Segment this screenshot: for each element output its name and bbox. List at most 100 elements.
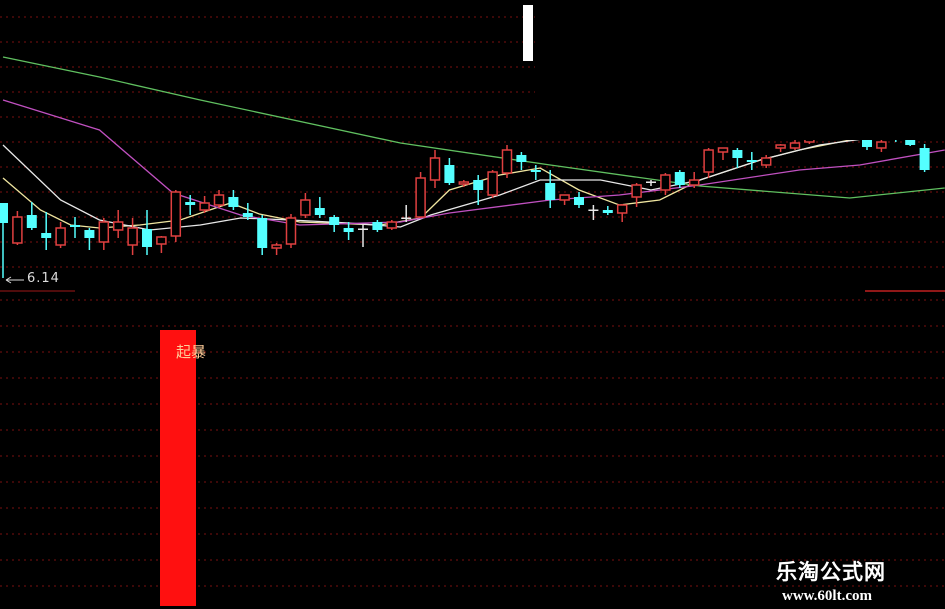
moving-average-line	[2, 56, 945, 199]
candle	[530, 165, 541, 180]
candle	[631, 183, 642, 207]
candle-body	[487, 171, 498, 196]
candle	[12, 211, 23, 245]
candle-body	[228, 197, 239, 207]
candle-body	[185, 202, 196, 205]
candle	[0, 203, 8, 278]
candle	[717, 147, 729, 160]
candle-body	[588, 209, 599, 211]
candle	[300, 193, 311, 218]
candle-body	[372, 222, 383, 230]
candle-body	[660, 174, 671, 191]
watermark-name: 乐淘公式网	[776, 559, 886, 584]
candle-body	[516, 155, 527, 162]
candle-body	[473, 180, 484, 190]
candle	[112, 210, 124, 238]
candle-body	[688, 179, 700, 186]
candle-body	[70, 225, 80, 227]
candle	[343, 222, 354, 240]
candle	[185, 195, 196, 215]
candle-body	[862, 137, 872, 147]
candle-body	[429, 157, 441, 181]
candle	[41, 212, 52, 250]
candle-body	[26, 215, 37, 228]
candle-body	[674, 172, 685, 185]
candle-body	[458, 181, 470, 185]
candle-body	[314, 208, 325, 215]
candle	[789, 140, 801, 150]
candle	[285, 214, 297, 248]
candle-body	[415, 177, 426, 218]
candle	[674, 170, 685, 188]
candle-body	[300, 199, 311, 216]
candle	[213, 190, 225, 208]
candle	[415, 172, 426, 218]
candle	[703, 148, 714, 178]
candle	[372, 220, 383, 232]
candle-body	[545, 183, 556, 200]
candle-body	[602, 210, 613, 213]
candle-body	[41, 233, 52, 238]
candle-body	[919, 148, 930, 170]
candle	[516, 152, 527, 170]
candle	[386, 220, 398, 230]
candle	[646, 180, 656, 186]
candle-body	[775, 144, 786, 149]
candle	[98, 218, 110, 250]
candle	[559, 194, 570, 205]
white-marker-bar	[523, 5, 533, 61]
moving-average-line	[2, 137, 870, 231]
candle	[473, 175, 484, 205]
candle	[545, 170, 556, 208]
candle-body	[12, 216, 23, 244]
candle-body	[717, 147, 729, 153]
candle	[329, 215, 340, 232]
candle	[127, 218, 138, 255]
candle	[142, 210, 152, 255]
candle	[242, 203, 253, 220]
candle-body	[501, 149, 513, 174]
watermark-url: www.60lt.com	[782, 588, 872, 604]
candle	[588, 205, 599, 220]
candle-body	[905, 138, 916, 145]
candle	[444, 158, 455, 185]
candle-body	[112, 221, 124, 231]
candle	[26, 202, 37, 230]
candle	[616, 204, 628, 222]
candle	[70, 217, 80, 238]
candle	[199, 196, 210, 213]
candle-body	[760, 157, 772, 166]
candle	[401, 205, 412, 222]
candle-body	[401, 217, 412, 219]
candle-body	[55, 227, 66, 246]
candle	[429, 150, 441, 188]
candle	[746, 152, 757, 170]
candle-body	[703, 149, 714, 173]
candle-body	[746, 160, 757, 162]
candle-body	[170, 191, 182, 237]
grid-lines	[0, 16, 945, 587]
candle-body	[386, 221, 398, 229]
candle-body	[271, 244, 282, 249]
candle-body	[559, 194, 570, 201]
low-price-label: 6.14	[27, 271, 60, 286]
candle-body	[789, 142, 801, 149]
candle-body	[732, 150, 743, 158]
candle	[919, 144, 930, 172]
signal-bar	[160, 330, 196, 606]
mask-region	[535, 0, 945, 140]
candle-body	[0, 203, 8, 223]
candle-body	[530, 170, 541, 172]
candle-body	[444, 165, 455, 183]
candle-body	[646, 181, 656, 183]
candle	[775, 144, 786, 152]
candle-body	[199, 202, 210, 211]
candle	[228, 190, 239, 210]
candle-body	[343, 228, 354, 232]
candle	[501, 145, 513, 178]
candle	[314, 197, 325, 218]
candle-body	[127, 227, 138, 246]
candle-body	[876, 141, 887, 149]
candle	[732, 148, 743, 168]
